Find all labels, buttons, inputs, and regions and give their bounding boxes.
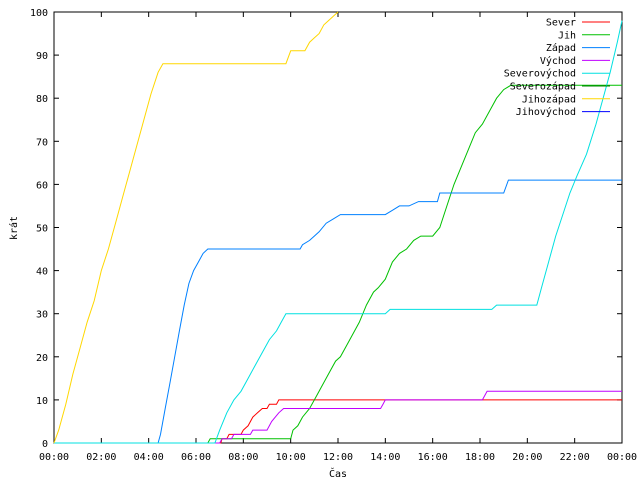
x-tick-label: 00:00 bbox=[39, 452, 69, 463]
legend-label: Severovýchod bbox=[504, 68, 576, 80]
legend-label: Jihozápad bbox=[522, 93, 576, 105]
y-tick-label: 30 bbox=[36, 310, 48, 321]
y-tick-label: 20 bbox=[36, 353, 48, 364]
legend-label: Sever bbox=[546, 18, 576, 29]
series-line-2 bbox=[54, 84, 622, 444]
x-tick-label: 08:00 bbox=[228, 452, 258, 463]
y-axis-label: krát bbox=[8, 216, 20, 240]
x-tick-label: 16:00 bbox=[418, 452, 448, 463]
x-tick-label: 02:00 bbox=[86, 452, 116, 463]
x-tick-label: 20:00 bbox=[512, 452, 542, 463]
legend-label: Jih bbox=[558, 30, 576, 41]
series-line-1 bbox=[54, 399, 622, 444]
series-line-7 bbox=[53, 11, 339, 444]
legend-label: Západ bbox=[546, 42, 576, 54]
y-tick-label: 10 bbox=[36, 396, 48, 407]
legend-label: Východ bbox=[540, 55, 576, 67]
y-tick-label: 0 bbox=[42, 439, 48, 450]
y-tick-label: 60 bbox=[36, 180, 48, 191]
y-tick-label: 50 bbox=[36, 224, 48, 235]
y-tick-label: 80 bbox=[36, 94, 48, 105]
y-tick-label: 70 bbox=[36, 137, 48, 148]
y-tick-label: 90 bbox=[36, 51, 48, 62]
legend-label: Jihovýchod bbox=[516, 106, 576, 118]
x-tick-label: 14:00 bbox=[370, 452, 400, 463]
y-tick-label: 40 bbox=[36, 267, 48, 278]
legend: SeverJihZápadVýchodSeverovýchodSeverozáp… bbox=[504, 18, 610, 118]
x-tick-label: 00:00 bbox=[607, 452, 637, 463]
y-tick-label: 100 bbox=[30, 8, 48, 19]
x-tick-label: 06:00 bbox=[181, 452, 211, 463]
legend-label: Severozápad bbox=[510, 81, 576, 93]
x-tick-label: 22:00 bbox=[560, 452, 590, 463]
series-line-4 bbox=[54, 390, 622, 444]
x-tick-label: 10:00 bbox=[276, 452, 306, 463]
x-axis-label: Čas bbox=[329, 467, 347, 480]
x-tick-label: 18:00 bbox=[465, 452, 495, 463]
series-line-5 bbox=[54, 20, 623, 444]
series-line-3 bbox=[54, 179, 622, 444]
x-axis: 00:00 02:00 04:00 06:00 08:00 10:00 12:00 14:00… bbox=[39, 12, 637, 463]
x-tick-label: 04:00 bbox=[134, 452, 164, 463]
series-lines bbox=[53, 11, 623, 444]
x-tick-label: 12:00 bbox=[323, 452, 353, 463]
